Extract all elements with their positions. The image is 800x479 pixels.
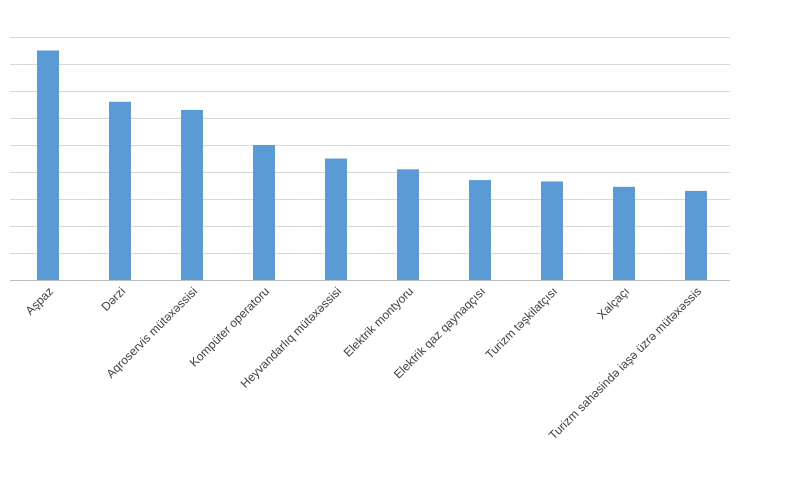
bar-4	[253, 145, 275, 280]
category-label-1: Aşpaz	[23, 284, 56, 317]
bar-10	[685, 190, 707, 280]
bar-5	[325, 158, 347, 280]
bars	[37, 50, 707, 281]
category-label-6: Elektrik montyoru	[341, 284, 416, 359]
bar-7	[469, 180, 491, 280]
bar-1	[37, 50, 59, 280]
bar-3	[181, 109, 203, 281]
bar-8	[541, 181, 563, 280]
bar-9	[613, 186, 635, 280]
category-label-8: Turizm təşkilatçısı	[483, 284, 560, 361]
bar-2	[109, 101, 131, 280]
category-label-9: Xalçaçı	[594, 284, 632, 322]
category-label-2: Dərzi	[98, 284, 128, 314]
bar-6	[397, 169, 419, 280]
category-label-10: Turizm sahəsində iaşə üzrə mütəxəssis	[546, 284, 704, 442]
category-label-4: Kompüter operatoru	[187, 284, 272, 369]
